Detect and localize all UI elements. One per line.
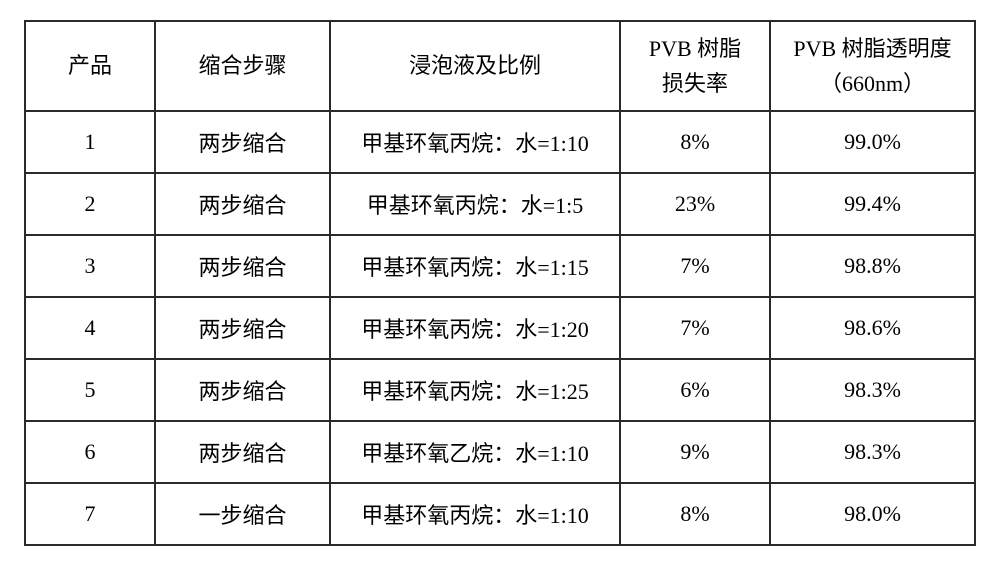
cell-soak: 甲基环氧乙烷：水=1:10 <box>330 421 620 483</box>
cell-step: 两步缩合 <box>155 297 330 359</box>
cell-soak: 甲基环氧丙烷：水=1:10 <box>330 111 620 173</box>
cell-step: 两步缩合 <box>155 235 330 297</box>
cell-transparency: 98.3% <box>770 359 975 421</box>
cell-loss: 7% <box>620 235 770 297</box>
cell-soak: 甲基环氧丙烷：水=1:20 <box>330 297 620 359</box>
table-row: 6 两步缩合 甲基环氧乙烷：水=1:10 9% 98.3% <box>25 421 975 483</box>
table-header-row: 产品 缩合步骤 浸泡液及比例 PVB 树脂 损失率 PVB 树脂透明度 （660… <box>25 21 975 111</box>
cell-loss: 7% <box>620 297 770 359</box>
cell-soak: 甲基环氧丙烷：水=1:15 <box>330 235 620 297</box>
cell-step: 一步缩合 <box>155 483 330 545</box>
cell-step: 两步缩合 <box>155 111 330 173</box>
table-container: 产品 缩合步骤 浸泡液及比例 PVB 树脂 损失率 PVB 树脂透明度 （660… <box>0 0 1000 566</box>
col-header-step: 缩合步骤 <box>155 21 330 111</box>
cell-transparency: 98.0% <box>770 483 975 545</box>
cell-loss: 6% <box>620 359 770 421</box>
cell-product: 4 <box>25 297 155 359</box>
col-header-loss: PVB 树脂 损失率 <box>620 21 770 111</box>
cell-transparency: 99.0% <box>770 111 975 173</box>
cell-product: 2 <box>25 173 155 235</box>
table-row: 5 两步缩合 甲基环氧丙烷：水=1:25 6% 98.3% <box>25 359 975 421</box>
cell-transparency: 98.3% <box>770 421 975 483</box>
table-row: 7 一步缩合 甲基环氧丙烷：水=1:10 8% 98.0% <box>25 483 975 545</box>
cell-step: 两步缩合 <box>155 173 330 235</box>
cell-soak: 甲基环氧丙烷：水=1:10 <box>330 483 620 545</box>
cell-product: 3 <box>25 235 155 297</box>
col-header-label: 产品 <box>68 53 112 78</box>
cell-loss: 23% <box>620 173 770 235</box>
table-row: 1 两步缩合 甲基环氧丙烷：水=1:10 8% 99.0% <box>25 111 975 173</box>
col-header-line2: 损失率 <box>662 71 728 96</box>
cell-step: 两步缩合 <box>155 421 330 483</box>
cell-soak: 甲基环氧丙烷：水=1:5 <box>330 173 620 235</box>
cell-product: 7 <box>25 483 155 545</box>
data-table: 产品 缩合步骤 浸泡液及比例 PVB 树脂 损失率 PVB 树脂透明度 （660… <box>24 20 976 546</box>
col-header-product: 产品 <box>25 21 155 111</box>
cell-product: 5 <box>25 359 155 421</box>
cell-transparency: 98.8% <box>770 235 975 297</box>
cell-loss: 9% <box>620 421 770 483</box>
cell-transparency: 99.4% <box>770 173 975 235</box>
col-header-transparency: PVB 树脂透明度 （660nm） <box>770 21 975 111</box>
col-header-label: 缩合步骤 <box>198 53 286 78</box>
cell-transparency: 98.6% <box>770 297 975 359</box>
cell-product: 1 <box>25 111 155 173</box>
col-header-label: 浸泡液及比例 <box>409 53 541 78</box>
table-row: 3 两步缩合 甲基环氧丙烷：水=1:15 7% 98.8% <box>25 235 975 297</box>
cell-loss: 8% <box>620 483 770 545</box>
cell-loss: 8% <box>620 111 770 173</box>
col-header-line1: PVB 树脂 <box>649 36 741 61</box>
col-header-line2: （660nm） <box>820 71 925 96</box>
table-row: 4 两步缩合 甲基环氧丙烷：水=1:20 7% 98.6% <box>25 297 975 359</box>
cell-product: 6 <box>25 421 155 483</box>
cell-soak: 甲基环氧丙烷：水=1:25 <box>330 359 620 421</box>
col-header-line1: PVB 树脂透明度 <box>793 36 951 61</box>
cell-step: 两步缩合 <box>155 359 330 421</box>
table-row: 2 两步缩合 甲基环氧丙烷：水=1:5 23% 99.4% <box>25 173 975 235</box>
col-header-soak: 浸泡液及比例 <box>330 21 620 111</box>
